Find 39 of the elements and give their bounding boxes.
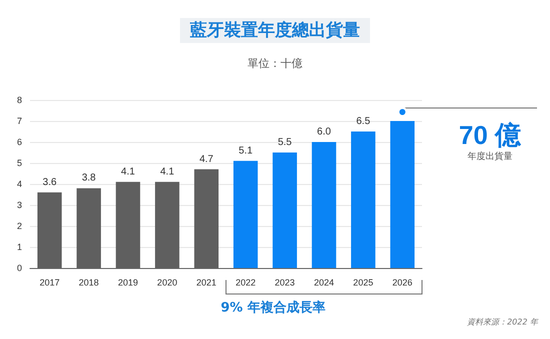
y-tick-label: 6: [16, 137, 22, 147]
source-note: 資料來源：2022 年: [467, 318, 539, 326]
data-label: 4.1: [160, 166, 175, 178]
bar: [390, 121, 415, 268]
x-tick-label: 2017: [40, 278, 60, 288]
x-tick-label: 2024: [314, 278, 334, 288]
data-label: 6.0: [317, 126, 332, 138]
data-label: 3.8: [82, 172, 96, 184]
y-tick-label: 0: [16, 263, 22, 273]
annotation: 70 億: [458, 120, 522, 150]
chart-title: 藍牙裝置年度總出貨量: [189, 20, 360, 40]
y-tick-label: 1: [16, 242, 22, 252]
bar: [233, 160, 258, 268]
data-label: 4.1: [121, 166, 136, 178]
bar: [351, 132, 376, 268]
x-tick-label: 2020: [157, 278, 178, 288]
data-label: 6.5: [356, 116, 371, 127]
y-tick-label: 3: [16, 200, 22, 210]
x-tick-label: 2019: [118, 278, 138, 288]
data-label: 5.5: [278, 137, 292, 148]
text: 年度出貨量: [468, 151, 512, 162]
x-tick-label: 2018: [78, 278, 99, 288]
text: 9% 年複合成長率: [220, 300, 326, 316]
y-tick-label: 8: [16, 95, 22, 105]
data-label: 5.1: [238, 145, 253, 156]
y-tick-label: 7: [16, 116, 22, 126]
chart-subtitle: 單位：十億: [248, 57, 302, 70]
bar: [272, 152, 297, 268]
x-tick-label: 2026: [392, 278, 412, 288]
x-tick-label: 2021: [196, 278, 216, 288]
y-tick-label: 5: [16, 158, 22, 168]
x-tick-label: 2022: [236, 278, 256, 288]
x-tick-label: 2023: [274, 278, 295, 288]
data-label: 4.7: [199, 154, 214, 165]
x-tick-label: 2025: [353, 278, 374, 288]
y-tick-label: 4: [16, 179, 22, 189]
data-label: 3.6: [42, 176, 57, 188]
bar: [312, 142, 336, 268]
y-tick-label: 2: [16, 221, 22, 231]
